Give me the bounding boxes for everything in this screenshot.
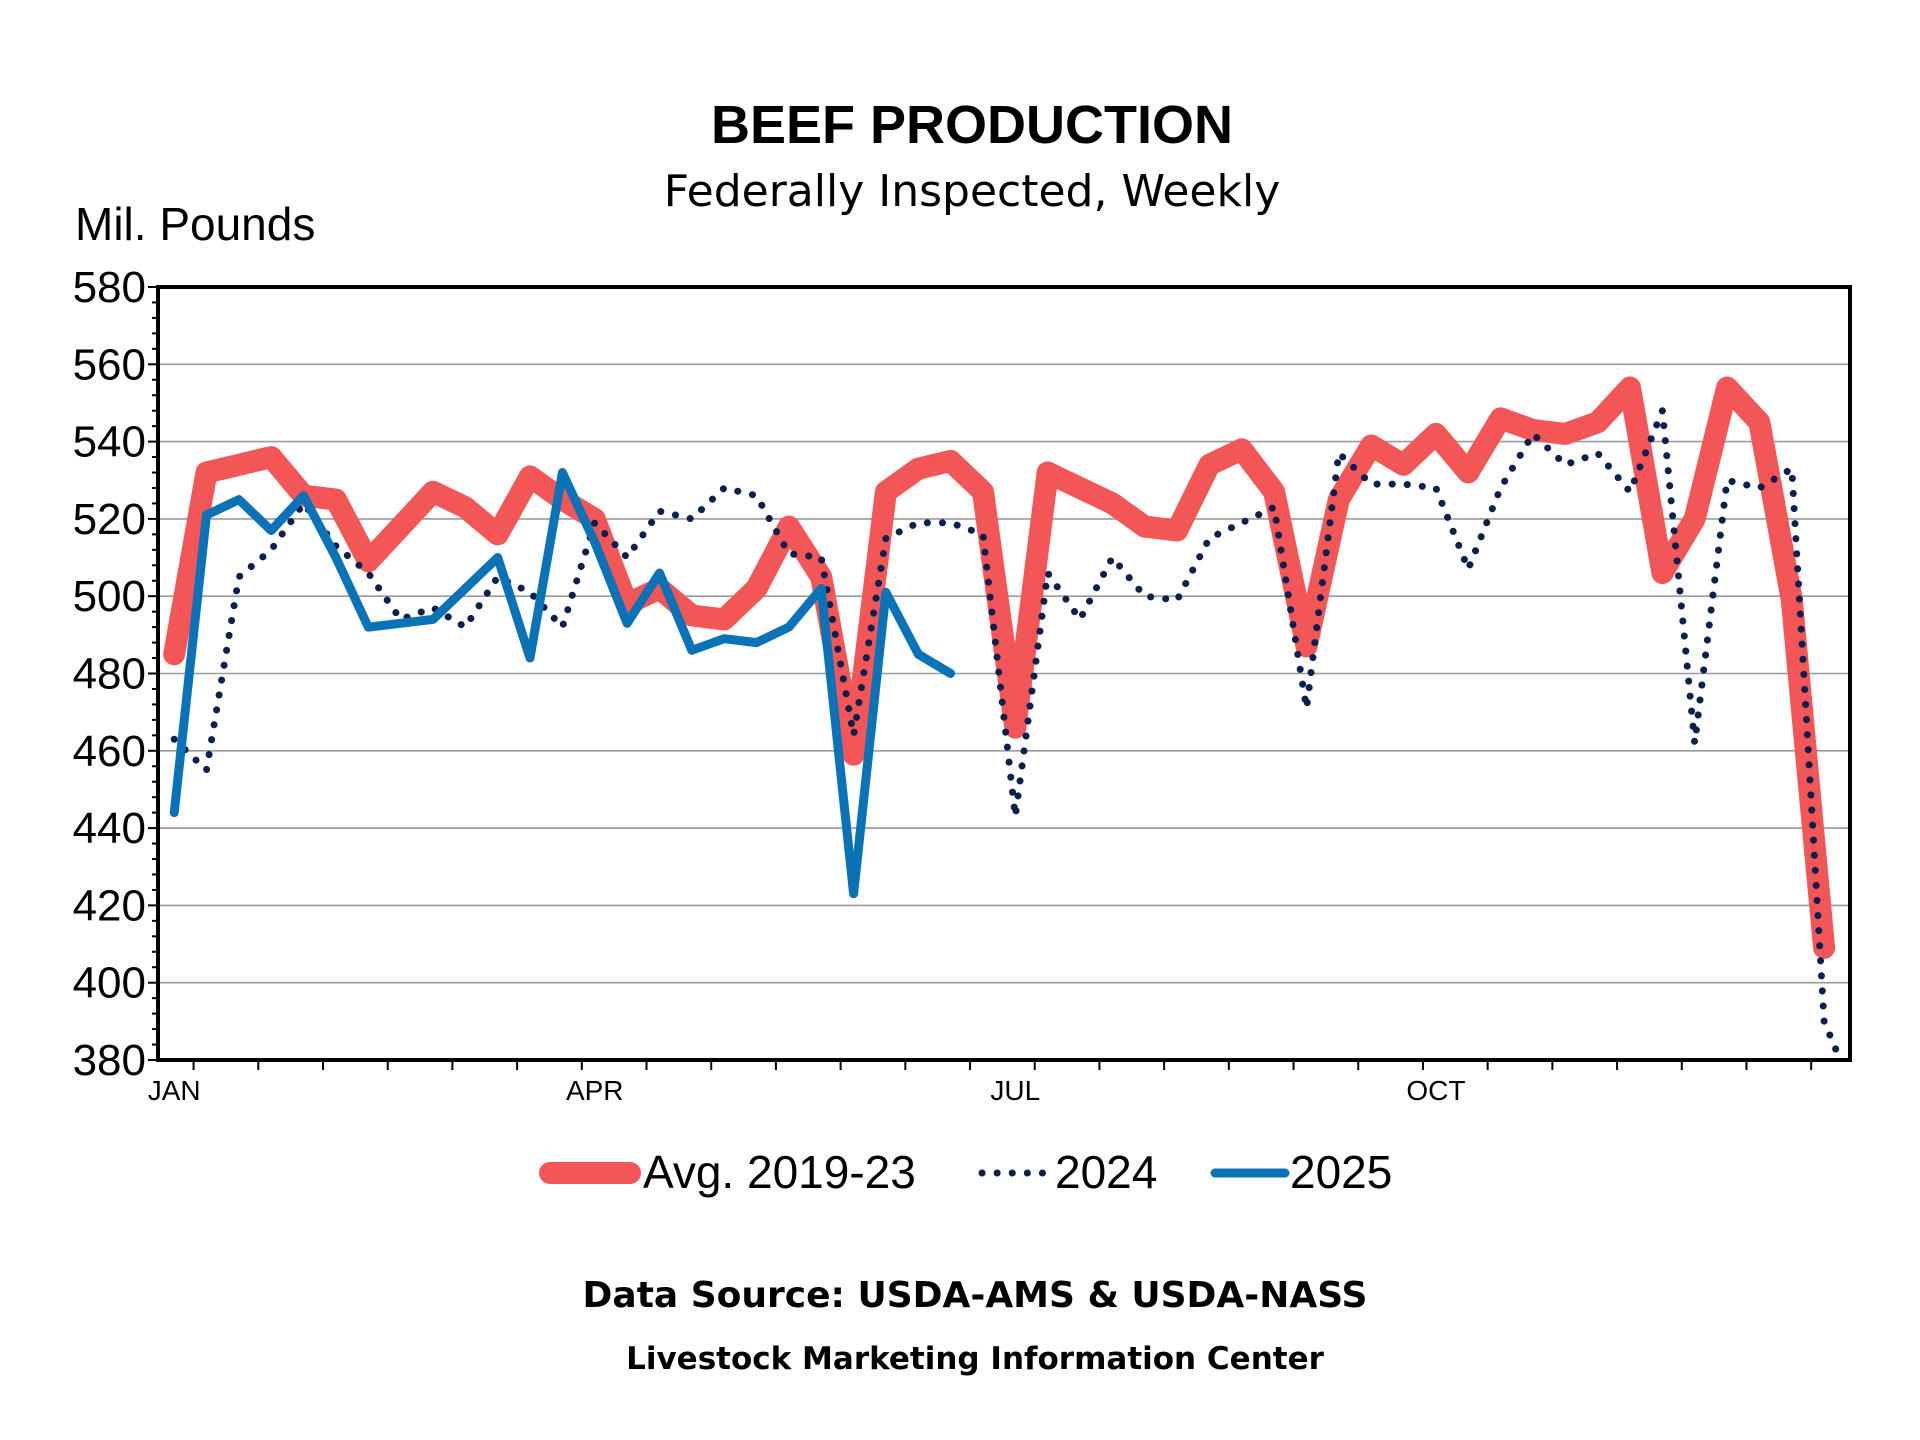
x-tick-label: JAN (148, 1075, 201, 1106)
chart-subtitle: Federally Inspected, Weekly (664, 166, 1281, 217)
y-tick-label: 420 (73, 881, 146, 930)
y-tick-label: 520 (73, 495, 146, 544)
y-axis-label: Mil. Pounds (75, 198, 315, 250)
y-tick-label: 480 (73, 650, 146, 699)
series-group (163, 376, 1844, 1064)
organization-credit: Livestock Marketing Information Center (626, 1341, 1325, 1377)
legend-item-2025: 2025 (1210, 1146, 1392, 1198)
plot-frame (156, 285, 1852, 1062)
series-2025 (169, 468, 956, 899)
y-tick-label: 380 (73, 1036, 146, 1085)
y-tick-label: 440 (73, 804, 146, 853)
y-tick-label: 540 (73, 418, 146, 467)
x-tick-label: APR (566, 1075, 624, 1106)
x-tick-label: OCT (1406, 1075, 1465, 1106)
series-avg-2019-23 (163, 376, 1836, 959)
legend-item-2024: 2024 (978, 1146, 1157, 1198)
y-tick-label: 460 (73, 727, 146, 776)
y-tick-label: 580 (73, 263, 146, 312)
legend-label-2025: 2025 (1290, 1146, 1392, 1198)
y-tick-labels: 380 400 420 440 460 480 500 520 540 560 580 (73, 263, 146, 1085)
x-tick-labels: JAN APR JUL OCT (148, 1075, 1466, 1106)
y-tick-label: 500 (73, 572, 146, 621)
legend-item-avg-2019-23: Avg. 2019-23 (539, 1146, 916, 1198)
x-tick-label: JUL (990, 1075, 1040, 1106)
legend-label-avg-2019-23: Avg. 2019-23 (643, 1146, 916, 1198)
legend: Avg. 2019-23 2024 2025 (539, 1146, 1392, 1198)
chart-title: BEEF PRODUCTION (711, 95, 1233, 155)
data-source: Data Source: USDA-AMS & USDA-NASS (583, 1275, 1368, 1316)
y-tick-label: 560 (73, 340, 146, 389)
legend-label-2024: 2024 (1055, 1146, 1157, 1198)
y-tick-label: 400 (73, 959, 146, 1008)
